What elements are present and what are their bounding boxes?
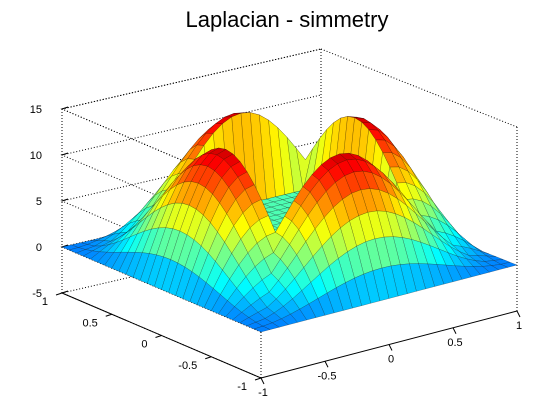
z-tick-label: 5 bbox=[36, 196, 42, 208]
y-tick-label: 0.5 bbox=[82, 317, 97, 329]
z-tick bbox=[61, 198, 69, 202]
x-tick bbox=[260, 377, 265, 385]
x-tick-label: 1 bbox=[516, 320, 522, 332]
y-tick bbox=[254, 377, 262, 381]
z-tick bbox=[61, 106, 69, 110]
x-tick bbox=[324, 361, 329, 368]
box-edge bbox=[320, 48, 518, 128]
x-tick-label: 0 bbox=[388, 354, 394, 366]
z-tick-label: -5 bbox=[32, 288, 42, 300]
tick-labels: -5 0 5 10 15 -1 -0.5 0 0.5 1 -1 -0.5 0 0.5 1 bbox=[30, 104, 522, 399]
y-tick bbox=[55, 292, 63, 296]
x-tick bbox=[516, 310, 521, 318]
x-tick-label: -1 bbox=[258, 387, 268, 399]
y-tick-label: 0 bbox=[141, 339, 147, 351]
y-tick bbox=[205, 356, 212, 360]
z-tick-label: 10 bbox=[30, 150, 42, 162]
box-edge bbox=[61, 48, 322, 110]
z-tick bbox=[61, 152, 69, 156]
surface bbox=[61, 112, 518, 333]
y-tick-label: -1 bbox=[237, 381, 247, 393]
x-tick bbox=[452, 327, 457, 334]
z-tick-label: 0 bbox=[36, 242, 42, 254]
chart-title: Laplacian - simmetry bbox=[186, 7, 389, 32]
x-tick-label: 0.5 bbox=[447, 337, 462, 349]
z-tick-label: 15 bbox=[30, 104, 42, 116]
x-tick-label: -0.5 bbox=[318, 370, 337, 382]
y-tick bbox=[155, 335, 162, 338]
y-tick-label: -0.5 bbox=[178, 360, 197, 372]
surface-patch bbox=[253, 326, 271, 333]
x-tick bbox=[388, 344, 393, 351]
y-tick bbox=[105, 313, 112, 317]
y-tick-label: 1 bbox=[42, 296, 48, 308]
z-tick bbox=[61, 290, 69, 294]
